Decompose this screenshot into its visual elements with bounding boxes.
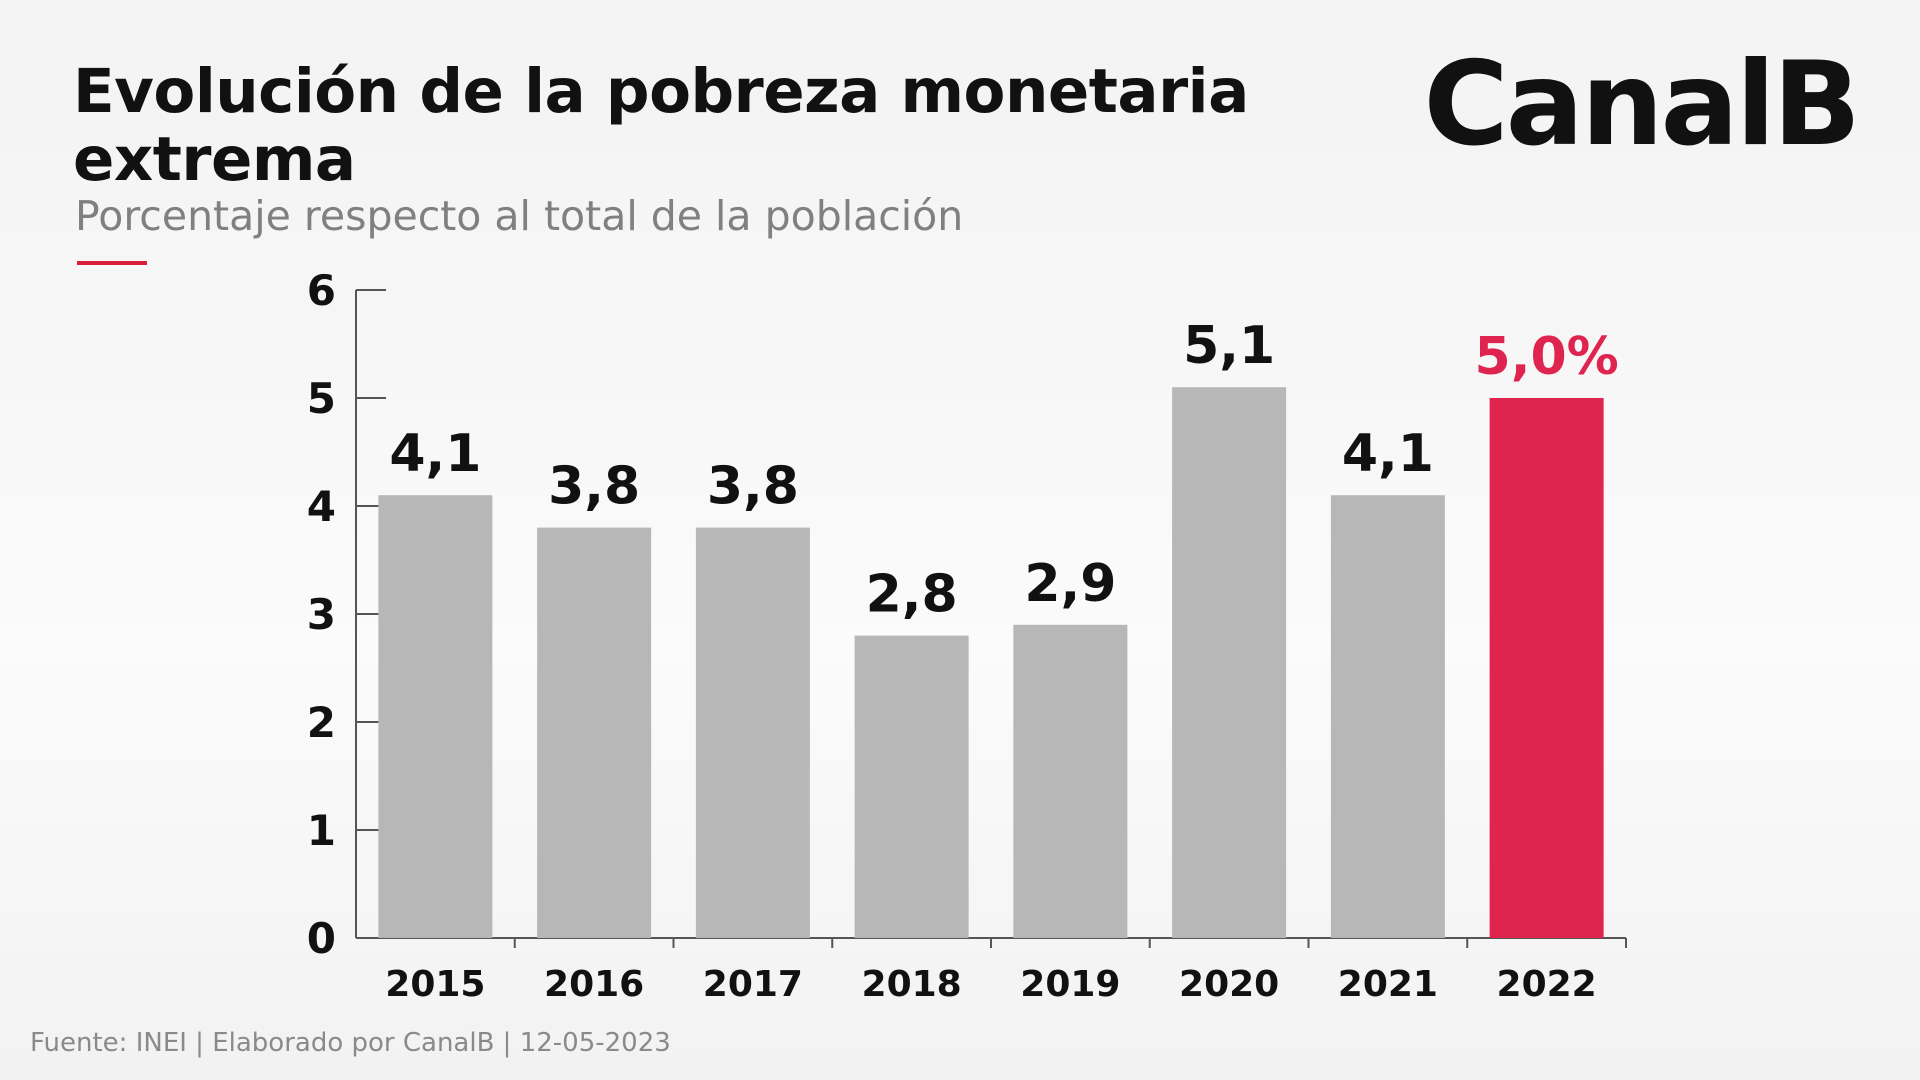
chart-title: Evolución de la pobreza monetaria extrem… (73, 56, 1249, 195)
y-tick-label: 5 (307, 374, 336, 423)
bar (1013, 624, 1128, 938)
y-tick-label: 3 (307, 590, 336, 639)
x-tick-label: 2019 (1020, 964, 1120, 1005)
x-tick-label: 2022 (1497, 964, 1597, 1005)
bar (378, 495, 493, 938)
bar (695, 527, 810, 938)
y-tick-label: 4 (307, 482, 336, 531)
x-tick-label: 2015 (385, 964, 485, 1005)
source-footer: Fuente: INEI | Elaborado por CanalB | 12… (30, 1028, 671, 1058)
accent-rule (77, 261, 147, 265)
data-label: 4,1 (389, 424, 481, 484)
bar (1172, 387, 1287, 938)
y-tick-label: 6 (307, 266, 336, 315)
x-tick-label: 2017 (703, 964, 803, 1005)
x-tick-label: 2020 (1179, 964, 1279, 1005)
data-label: 3,8 (548, 457, 640, 517)
chart-subtitle: Porcentaje respecto al total de la pobla… (75, 192, 964, 240)
bar (537, 527, 652, 938)
data-label: 5,0% (1475, 327, 1619, 387)
data-label: 4,1 (1342, 424, 1434, 484)
y-tick-label: 0 (307, 914, 336, 963)
bar (854, 635, 969, 938)
x-tick-label: 2021 (1338, 964, 1438, 1005)
bar (1489, 398, 1604, 938)
y-tick-label: 1 (307, 806, 336, 855)
data-label: 5,1 (1183, 316, 1275, 376)
brand-logo: CanalB (1423, 37, 1861, 172)
x-tick-label: 2016 (544, 964, 644, 1005)
data-label: 2,9 (1024, 554, 1116, 614)
data-label: 2,8 (866, 565, 958, 625)
data-label: 3,8 (707, 457, 799, 517)
bar (1330, 495, 1445, 938)
x-tick-label: 2018 (862, 964, 962, 1005)
y-tick-label: 2 (307, 698, 336, 747)
